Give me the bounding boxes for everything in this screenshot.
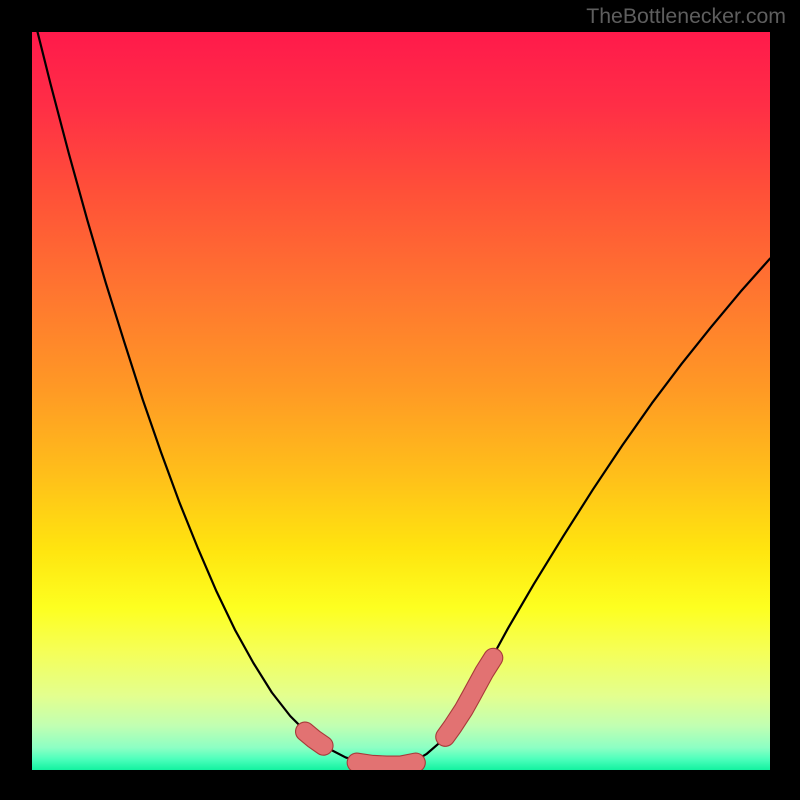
marker-group-2 [445, 658, 493, 737]
watermark-text: TheBottlenecker.com [586, 4, 786, 29]
chart-stage: TheBottlenecker.com [0, 0, 800, 800]
marker-group-0 [305, 732, 323, 746]
chart-svg [32, 32, 770, 770]
marker-group-1 [357, 763, 416, 766]
plot-area [32, 32, 770, 770]
bottleneck-curve [32, 32, 770, 766]
